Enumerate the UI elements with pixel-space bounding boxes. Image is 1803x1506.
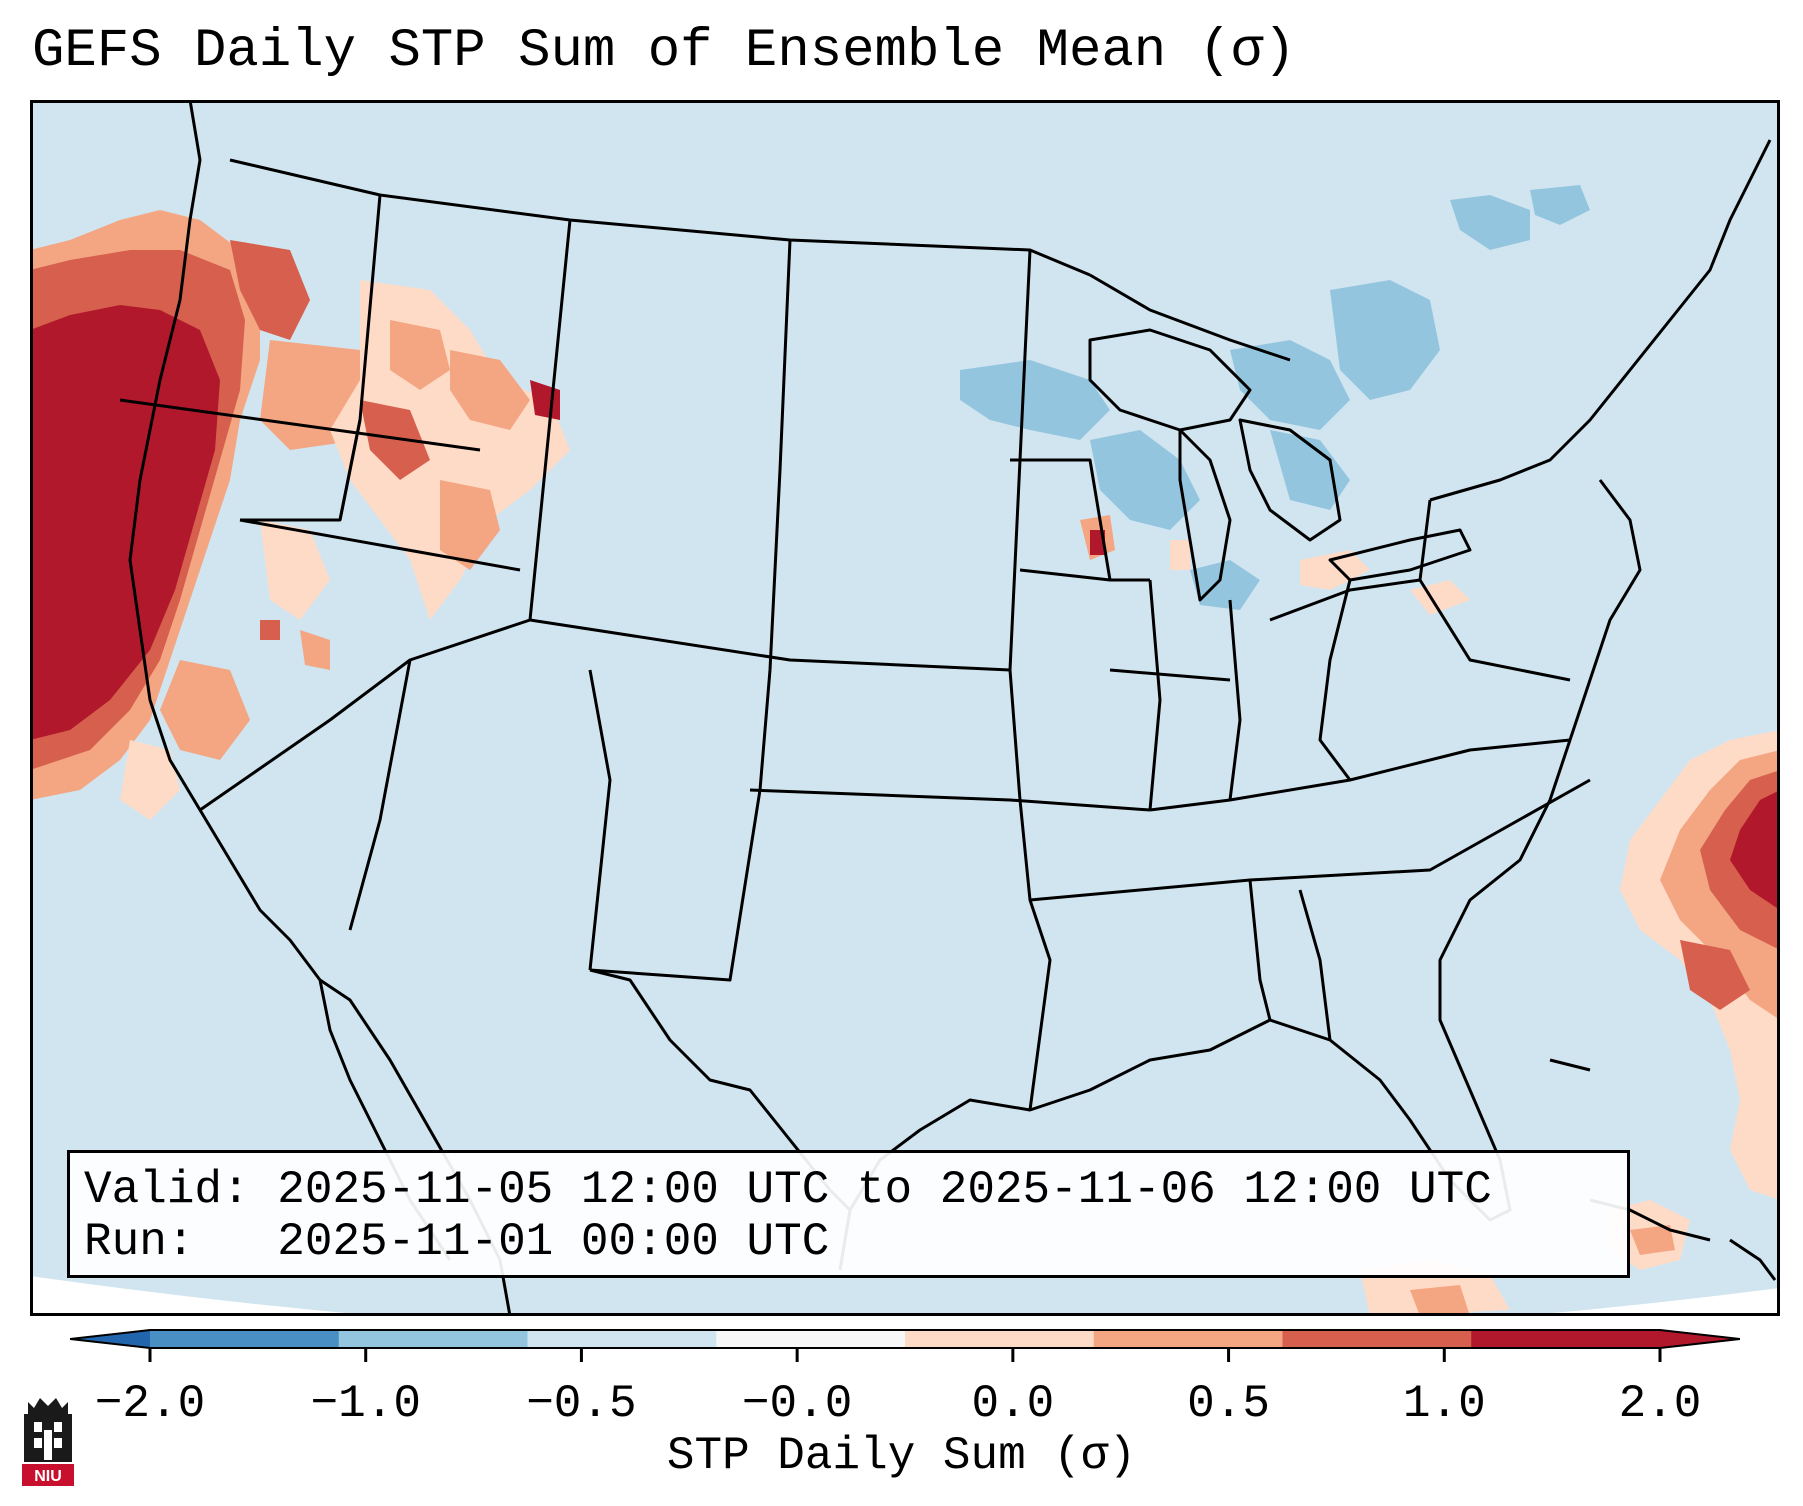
- colorbar-graphic: −2.0 −1.0 −0.5 −0.0 0.0 0.5 1.0 2.0: [70, 1329, 1740, 1430]
- niu-logo: NIU: [18, 1392, 78, 1488]
- colorbar-label: STP Daily Sum (σ): [666, 1430, 1137, 1482]
- colorbar-over-arrow: [1660, 1330, 1740, 1348]
- colorbar-tick-label: −0.0: [742, 1378, 852, 1430]
- map-canvas: [30, 100, 1780, 1316]
- state-borders: [119, 100, 1772, 1316]
- colorbar-under-arrow: [70, 1330, 150, 1348]
- valid-time-box: Valid: 2025-11-05 12:00 UTC to 2025-11-0…: [67, 1150, 1630, 1278]
- niu-logo-text: NIU: [34, 1468, 62, 1485]
- colorbar-tick-label: 0.5: [1187, 1378, 1270, 1430]
- colorbar-segment: [527, 1330, 717, 1348]
- colorbar-tick-label: −2.0: [95, 1378, 205, 1430]
- colorbar-segment: [338, 1330, 528, 1348]
- run-time-text: Run: 2025-11-01 00:00 UTC: [84, 1216, 830, 1268]
- map-panel: [30, 100, 1780, 1316]
- colorbar-segment: [716, 1330, 906, 1348]
- valid-time-text: Valid: 2025-11-05 12:00 UTC to 2025-11-0…: [84, 1164, 1492, 1216]
- map-frame: [30, 100, 1780, 1316]
- colorbar-segment: [1471, 1330, 1661, 1348]
- colorbar-tick-label: 1.0: [1403, 1378, 1486, 1430]
- colorbar-segment: [150, 1330, 340, 1348]
- colorbar-tick-label: 0.0: [971, 1378, 1054, 1430]
- stp-anomaly-northeast: [960, 185, 1590, 615]
- colorbar-segment: [905, 1330, 1095, 1348]
- colorbar: −2.0 −1.0 −0.5 −0.0 0.0 0.5 1.0 2.0: [70, 1322, 1740, 1442]
- map-title: GEFS Daily STP Sum of Ensemble Mean (σ): [32, 21, 1296, 82]
- colorbar-tick-label: −0.5: [526, 1378, 636, 1430]
- colorbar-segment: [1093, 1330, 1283, 1348]
- colorbar-tick-label: 2.0: [1619, 1378, 1702, 1430]
- colorbar-segment: [1282, 1330, 1472, 1348]
- niu-logo-graphic: NIU: [22, 1398, 74, 1486]
- colorbar-tick-label: −1.0: [311, 1378, 421, 1430]
